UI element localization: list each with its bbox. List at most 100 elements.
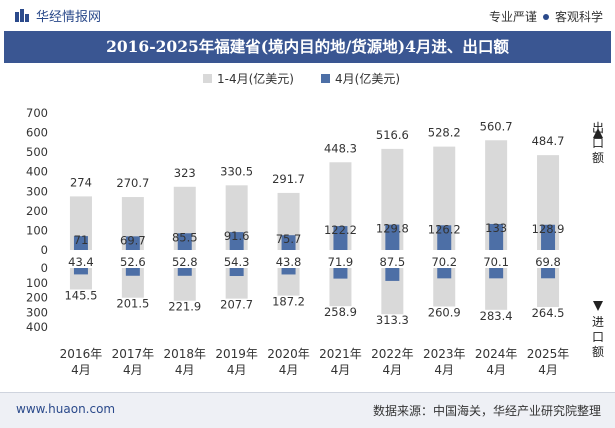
legend-label-monthly: 4月(亿美元) <box>335 71 400 86</box>
bar-monthly-export <box>125 236 140 250</box>
y-tick-label: 400 <box>26 165 48 179</box>
data-label-cumulative-export: 330.5 <box>220 164 253 178</box>
data-label-cumulative-export: 448.3 <box>324 141 357 155</box>
legend-swatch-monthly <box>321 74 330 83</box>
export-side-label: 口 <box>592 136 604 150</box>
x-tick-label: 2023年 <box>423 347 466 361</box>
y-tick-label: 200 <box>26 204 48 218</box>
chart: 1-4月(亿美元) 4月(亿美元)700600500400300200100001… <box>26 71 604 377</box>
export-side-label: 额 <box>592 151 604 165</box>
x-tick-label: 4月 <box>486 363 506 377</box>
bar-monthly-export <box>177 233 192 250</box>
bar-cumulative-export <box>433 146 456 250</box>
export-arrow-up-icon <box>593 128 603 138</box>
x-tick-label: 2019年 <box>215 347 258 361</box>
bar-monthly-export <box>229 232 244 250</box>
x-tick-label: 2017年 <box>112 347 155 361</box>
bar-cumulative-import <box>485 268 508 310</box>
data-label-monthly-import: 52.8 <box>172 255 198 269</box>
footer-source: 数据来源：中国海关，华经产业研究院整理 <box>372 404 601 418</box>
bar-monthly-export <box>333 226 348 250</box>
bar-monthly-import <box>489 268 504 279</box>
bar-monthly-import <box>229 268 244 277</box>
bar-monthly-export <box>73 236 88 250</box>
data-label-cumulative-export: 560.7 <box>480 119 513 133</box>
x-tick-label: 4月 <box>71 363 91 377</box>
bar-monthly-import <box>177 268 192 276</box>
data-label-monthly-import: 43.8 <box>276 255 302 269</box>
data-label-cumulative-import: 221.9 <box>168 300 201 314</box>
data-label-monthly-export: 91.6 <box>224 229 250 243</box>
data-label-cumulative-export: 270.7 <box>116 176 149 190</box>
x-tick-label: 4月 <box>227 363 247 377</box>
data-label-monthly-import: 70.1 <box>483 255 509 269</box>
data-label-monthly-export: 85.5 <box>172 230 198 244</box>
data-label-monthly-export: 133 <box>485 221 507 235</box>
data-label-cumulative-import: 264.5 <box>532 306 565 320</box>
data-label-cumulative-import: 201.5 <box>116 297 149 311</box>
data-label-cumulative-export: 516.6 <box>376 128 409 142</box>
data-label-monthly-import: 87.5 <box>380 255 406 269</box>
data-label-monthly-import: 54.3 <box>224 255 250 269</box>
bar-monthly-import <box>333 268 348 279</box>
y-tick-label: 0 <box>41 243 48 257</box>
data-label-cumulative-export: 323 <box>174 166 196 180</box>
data-label-monthly-export: 126.2 <box>428 222 461 236</box>
footer-site[interactable]: www.huaon.com <box>16 402 116 416</box>
bar-cumulative-export <box>485 140 508 250</box>
data-label-monthly-import: 52.6 <box>120 255 146 269</box>
y-tick-label: 500 <box>26 145 48 159</box>
x-tick-label: 4月 <box>123 363 143 377</box>
tagline-1: 专业严谨 <box>488 10 537 24</box>
bar-monthly-export <box>385 224 400 250</box>
bar-monthly-import <box>281 268 296 275</box>
bar-monthly-import <box>541 268 556 279</box>
x-tick-label: 2021年 <box>319 347 362 361</box>
data-label-cumulative-export: 274 <box>70 175 92 189</box>
y-tick-label: 300 <box>26 184 48 198</box>
data-label-cumulative-export: 484.7 <box>532 134 565 148</box>
bar-monthly-export <box>541 224 556 250</box>
bar-cumulative-import <box>173 268 196 301</box>
chart-title: 2016-2025年福建省(境内目的地/货源地)4月进、出口额 <box>4 31 611 63</box>
y-tick-label: 200 <box>26 291 48 305</box>
x-tick-label: 4月 <box>538 363 558 377</box>
tagline-2: 客观科学 <box>554 10 603 24</box>
import-side-label: 口 <box>592 330 604 344</box>
data-label-cumulative-import: 187.2 <box>272 295 305 309</box>
footer: www.huaon.com 数据来源：中国海关，华经产业研究院整理 <box>0 392 615 428</box>
data-label-monthly-export: 75.7 <box>276 232 302 246</box>
data-label-monthly-import: 71.9 <box>328 255 354 269</box>
data-label-monthly-export: 128.9 <box>532 222 565 236</box>
tagline-dot-icon <box>542 13 549 20</box>
data-label-cumulative-import: 207.7 <box>220 298 253 312</box>
legend-label-cumulative: 1-4月(亿美元) <box>217 71 294 86</box>
y-tick-label: 100 <box>26 223 48 237</box>
import-side-label: 额 <box>592 345 604 359</box>
data-label-cumulative-import: 145.5 <box>64 288 97 302</box>
data-label-monthly-import: 69.8 <box>535 255 561 269</box>
bar-cumulative-import <box>277 268 300 296</box>
data-label-cumulative-import: 283.4 <box>480 309 513 323</box>
brand-logo-icon <box>15 8 29 22</box>
y-tick-label: 700 <box>26 106 48 120</box>
data-label-cumulative-import: 313.3 <box>376 313 409 327</box>
x-tick-label: 2024年 <box>475 347 518 361</box>
bar-monthly-import <box>385 268 400 281</box>
data-label-cumulative-export: 291.7 <box>272 172 305 186</box>
bar-monthly-export <box>489 223 504 250</box>
x-tick-label: 4月 <box>331 363 351 377</box>
x-tick-label: 4月 <box>279 363 299 377</box>
bar-monthly-export <box>281 235 296 250</box>
data-label-monthly-export: 122.2 <box>324 223 357 237</box>
import-side-label: 进 <box>592 315 604 329</box>
y-tick-label: 600 <box>26 126 48 140</box>
data-label-cumulative-import: 258.9 <box>324 305 357 319</box>
x-tick-label: 2016年 <box>60 347 103 361</box>
x-tick-label: 2020年 <box>267 347 310 361</box>
x-tick-label: 2022年 <box>371 347 414 361</box>
bar-monthly-import <box>125 268 140 276</box>
data-label-monthly-import: 43.4 <box>68 255 94 269</box>
bar-monthly-import <box>437 268 452 279</box>
data-label-monthly-export: 71 <box>74 233 89 247</box>
